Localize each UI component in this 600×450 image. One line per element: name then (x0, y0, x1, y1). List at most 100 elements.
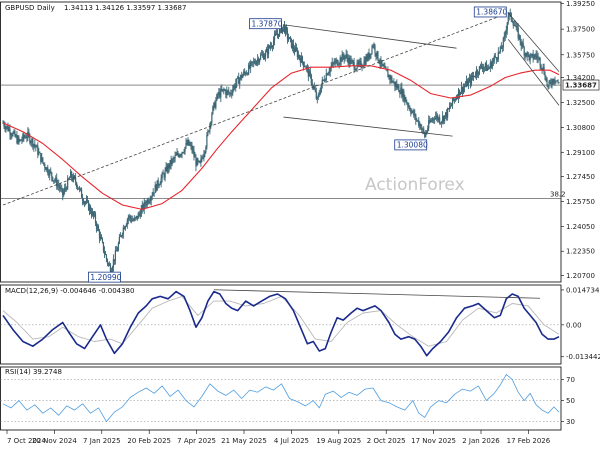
candle-body (271, 46, 274, 48)
candle-body (334, 61, 336, 64)
macd-signal-line (2, 295, 560, 347)
candle-body (146, 199, 148, 206)
candle-body (500, 46, 502, 49)
candle-body (74, 175, 76, 178)
candle-body (473, 75, 476, 77)
candle-body (30, 142, 32, 144)
candle-body (265, 48, 268, 52)
candle-body (151, 195, 153, 197)
macd-axis-tick-label: 0.014734 (566, 286, 600, 294)
candle-body (181, 152, 183, 155)
candle-body (386, 69, 388, 72)
candle-body (106, 259, 109, 264)
candle-body (50, 170, 52, 173)
candle-body (472, 75, 475, 78)
candle-body (461, 86, 464, 93)
candle-body (94, 214, 97, 224)
candle-body (494, 55, 496, 58)
price-axis-tick-label: 1.39250 (566, 0, 595, 8)
candle-body (400, 87, 402, 94)
candle-body (550, 82, 552, 85)
candle-body (125, 224, 127, 227)
candle-body (19, 139, 21, 142)
trendline (2, 12, 509, 206)
candle-body (295, 47, 298, 51)
candle-body (516, 25, 518, 29)
candle-body (119, 235, 121, 238)
candle-body (158, 184, 160, 186)
candle-body (455, 97, 458, 100)
candle-body (143, 201, 145, 210)
candle-body (391, 77, 393, 83)
candle-body (250, 62, 252, 68)
candle-body (147, 199, 149, 203)
candle-body (153, 192, 155, 194)
candle-body (426, 131, 428, 134)
candle-body (259, 59, 261, 63)
trendline (283, 24, 457, 49)
candle-body (555, 80, 557, 82)
candle-body (228, 90, 230, 94)
candle-body (445, 112, 447, 116)
price-label: 1.30080 (397, 140, 428, 149)
candle-body (42, 157, 44, 163)
candle-body (123, 227, 125, 230)
candle-body (528, 54, 530, 61)
candle-body (226, 90, 228, 95)
candle-body (521, 42, 523, 46)
candle-body (328, 71, 330, 74)
candle-body (527, 52, 529, 55)
candle-body (382, 64, 384, 66)
candle-body (61, 187, 63, 189)
candle-body (464, 85, 467, 87)
candle-body (53, 180, 55, 182)
price-axis-tick-label: 1.34200 (566, 74, 595, 82)
candle-body (481, 67, 484, 70)
candle-body (222, 89, 224, 91)
candle-body (343, 57, 345, 59)
x-tick-label: 20 Feb 2025 (127, 437, 171, 445)
candle-body (117, 243, 119, 250)
candle-body (57, 184, 59, 187)
candle-body (177, 153, 179, 155)
candle-body (23, 134, 25, 138)
candle-body (105, 254, 108, 260)
candle-body (444, 115, 446, 122)
candle-body (144, 201, 146, 205)
candle-body (485, 63, 487, 71)
candle-body (350, 60, 352, 64)
candle-body (5, 127, 7, 129)
candle-body (44, 164, 46, 168)
price-label-box (249, 18, 282, 30)
candle-body (192, 150, 194, 152)
candle-body (102, 242, 105, 252)
candle-body (291, 43, 294, 48)
candle-body (346, 54, 348, 59)
candle-body (454, 99, 457, 100)
candle-body (261, 54, 264, 56)
candle-body (479, 65, 482, 67)
candle-body (539, 58, 541, 66)
candle-body (257, 58, 259, 62)
candle-body (377, 51, 379, 61)
candle-body (165, 166, 167, 171)
candle-body (383, 65, 385, 68)
candle-body (9, 129, 11, 135)
candle-body (189, 145, 191, 146)
candle-body (113, 259, 115, 261)
candle-body (367, 53, 369, 61)
candle-body (448, 106, 451, 109)
candle-body (354, 69, 356, 71)
candle-body (369, 53, 371, 59)
candle-body (363, 60, 365, 67)
candle-body (155, 184, 157, 191)
candle-body (509, 12, 511, 14)
candle-body (194, 156, 196, 158)
candle-body (556, 80, 558, 82)
candle-body (136, 215, 138, 219)
price-label-box (394, 139, 428, 151)
candle-body (29, 135, 31, 143)
candle-body (71, 171, 73, 178)
candle-body (499, 46, 501, 52)
candle-body (470, 75, 473, 84)
